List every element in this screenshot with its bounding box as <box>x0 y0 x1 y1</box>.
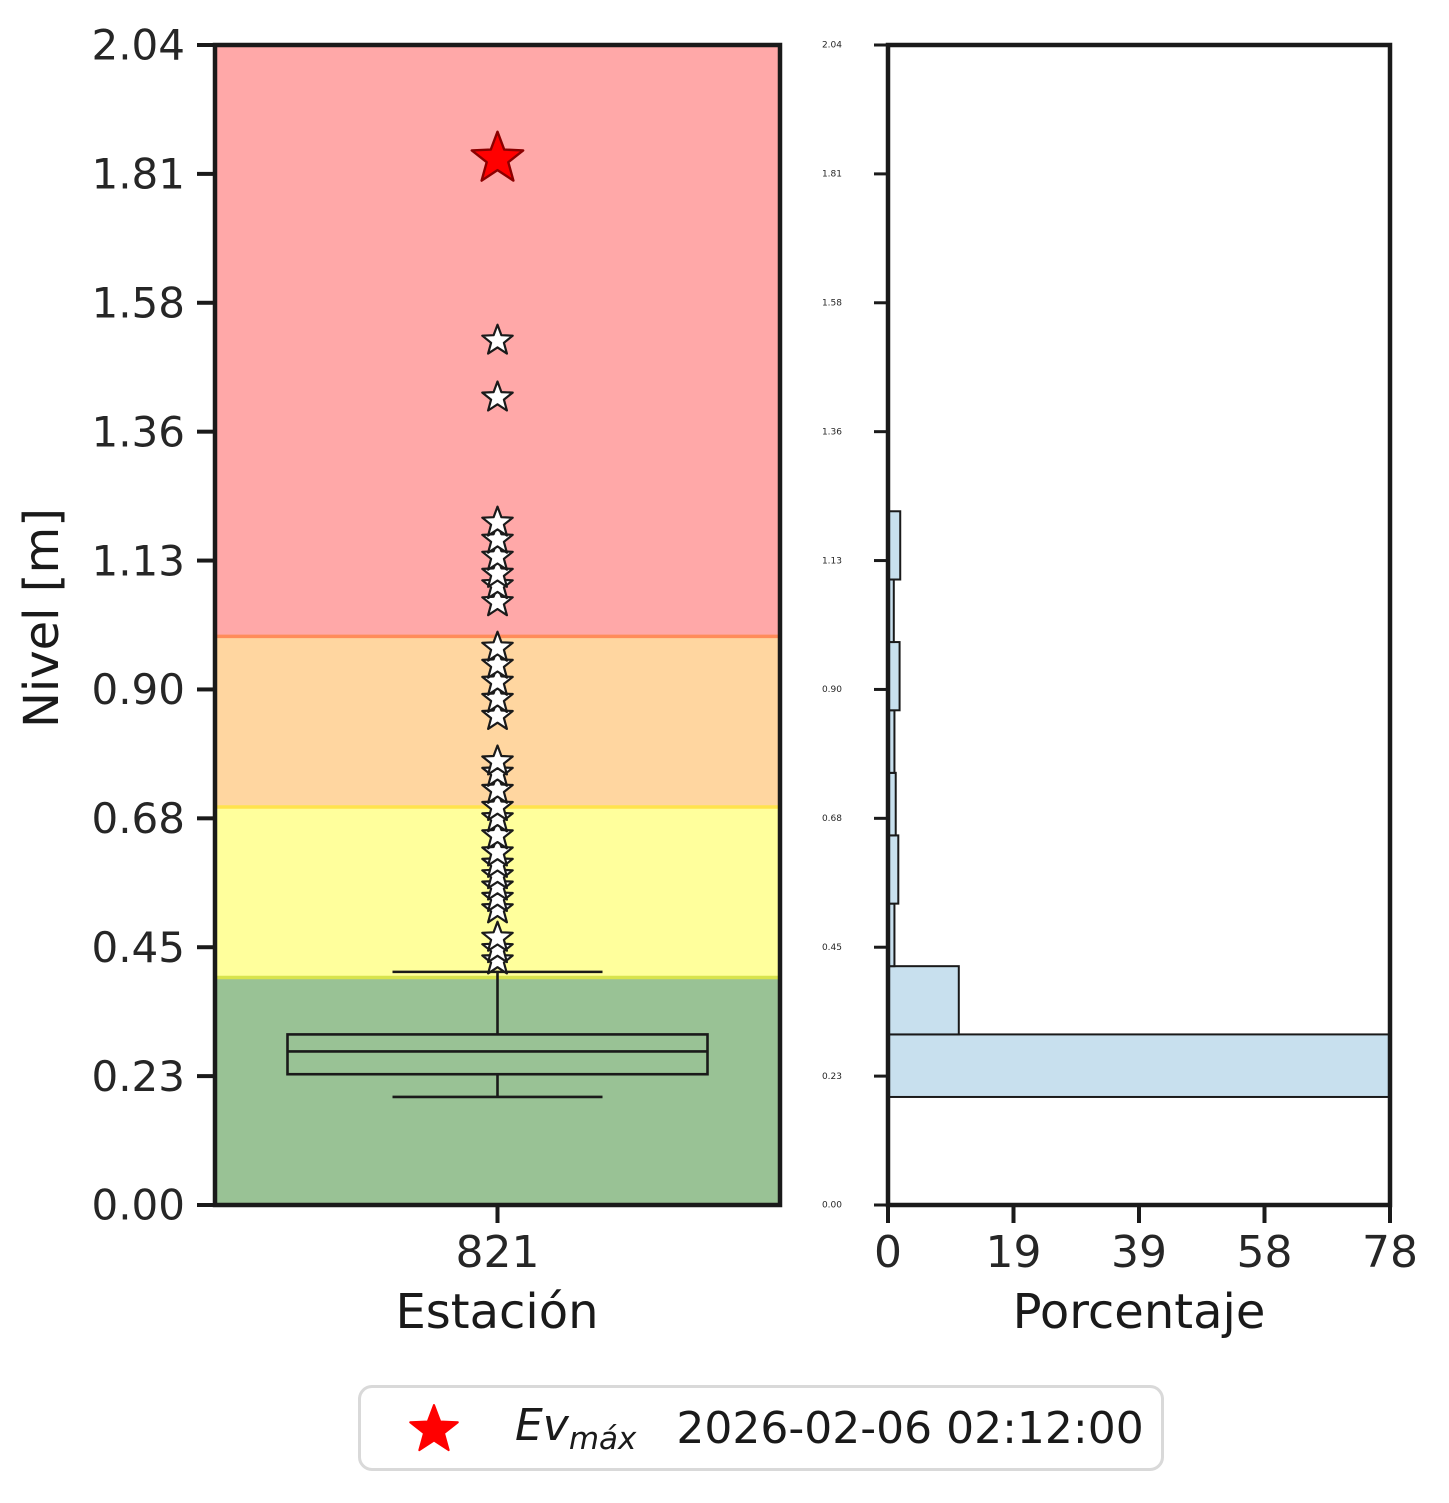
outlier-star <box>481 869 514 901</box>
outlier-star <box>481 556 514 588</box>
outlier-star <box>481 858 514 890</box>
y-tick-label: 0.45 <box>91 923 185 972</box>
y-tick-label: 0.23 <box>91 1052 185 1101</box>
outlier-star <box>481 789 514 822</box>
left-panel-spines <box>212 42 783 1208</box>
outlier-star <box>481 943 514 975</box>
y-tick-label-small: 2.04 <box>822 41 842 51</box>
y-tick-label: 0.90 <box>91 665 185 714</box>
x-tick-label-percent: 19 <box>986 1227 1042 1278</box>
outlier-star <box>481 585 514 617</box>
outlier-star <box>481 920 514 952</box>
outlier-star <box>481 880 514 913</box>
y-tick-label: 1.36 <box>91 407 185 456</box>
y-tick-label: 0.68 <box>91 794 185 843</box>
outlier-star <box>481 539 514 571</box>
legend-timestamp: 2026-02-06 02:12:00 <box>676 1402 1144 1454</box>
outlier-star <box>481 681 514 714</box>
y-tick-label-small: 0.23 <box>822 1072 842 1082</box>
outlier-star <box>481 818 514 850</box>
legend-label: Evmáx <box>515 1400 636 1457</box>
outlier-star <box>481 744 514 776</box>
outlier-star <box>481 568 514 600</box>
outlier-star <box>481 892 514 924</box>
histogram-bar <box>887 965 960 1036</box>
y-tick-label-small: 0.00 <box>822 1201 842 1211</box>
y-tick-label-small: 0.45 <box>822 943 842 953</box>
y-tick-label-small: 0.68 <box>822 814 842 824</box>
y-axis-label: Nivel [m] <box>14 508 70 728</box>
y-tick-label-small: 1.13 <box>822 556 842 566</box>
y-tick-label: 2.04 <box>91 21 185 70</box>
outlier-star <box>481 664 514 696</box>
outlier-star <box>481 931 514 964</box>
outlier-star <box>481 380 514 412</box>
legend-star-glyph <box>409 1404 459 1452</box>
left-x-axis-label: Estación <box>395 1284 599 1340</box>
outlier-star <box>481 772 514 804</box>
y-tick-label: 1.58 <box>91 278 185 327</box>
outlier-star <box>481 647 514 679</box>
x-tick-label-station: 821 <box>456 1227 540 1278</box>
y-tick-label: 0.00 <box>91 1181 185 1230</box>
x-tick-label-percent: 58 <box>1237 1227 1293 1278</box>
x-tick-label-percent: 39 <box>1111 1227 1167 1278</box>
x-tick-label-percent: 78 <box>1362 1227 1418 1278</box>
right-x-axis-label: Porcentaje <box>1012 1284 1266 1340</box>
legend: Evmáx 2026-02-06 02:12:00 <box>358 1385 1164 1471</box>
y-tick-label-small: 0.90 <box>822 685 842 695</box>
outlier-star <box>481 755 514 787</box>
y-tick-label-small: 1.36 <box>822 427 842 437</box>
x-tick-label-percent: 0 <box>874 1227 902 1278</box>
max-event-star <box>470 130 525 182</box>
outlier-star <box>481 801 514 833</box>
histogram-bar <box>887 1033 1391 1098</box>
legend-label-sub: máx <box>568 1420 637 1457</box>
max-event-legend-star-icon <box>409 1404 459 1452</box>
legend-label-main: Ev <box>515 1399 569 1451</box>
outlier-star <box>481 835 514 867</box>
outlier-star <box>481 846 514 878</box>
y-tick-label-small: 1.58 <box>822 298 842 308</box>
y-tick-label: 1.13 <box>91 536 185 585</box>
outlier-star <box>481 698 514 731</box>
right-panel-spines <box>885 42 1393 1208</box>
boxplot-box <box>286 1033 709 1076</box>
outlier-star <box>481 630 514 662</box>
outlier-star <box>481 505 514 537</box>
y-tick-label-small: 1.81 <box>822 170 842 180</box>
outlier-star <box>481 522 514 554</box>
outlier-star <box>481 323 514 355</box>
y-tick-label: 1.81 <box>91 150 185 199</box>
